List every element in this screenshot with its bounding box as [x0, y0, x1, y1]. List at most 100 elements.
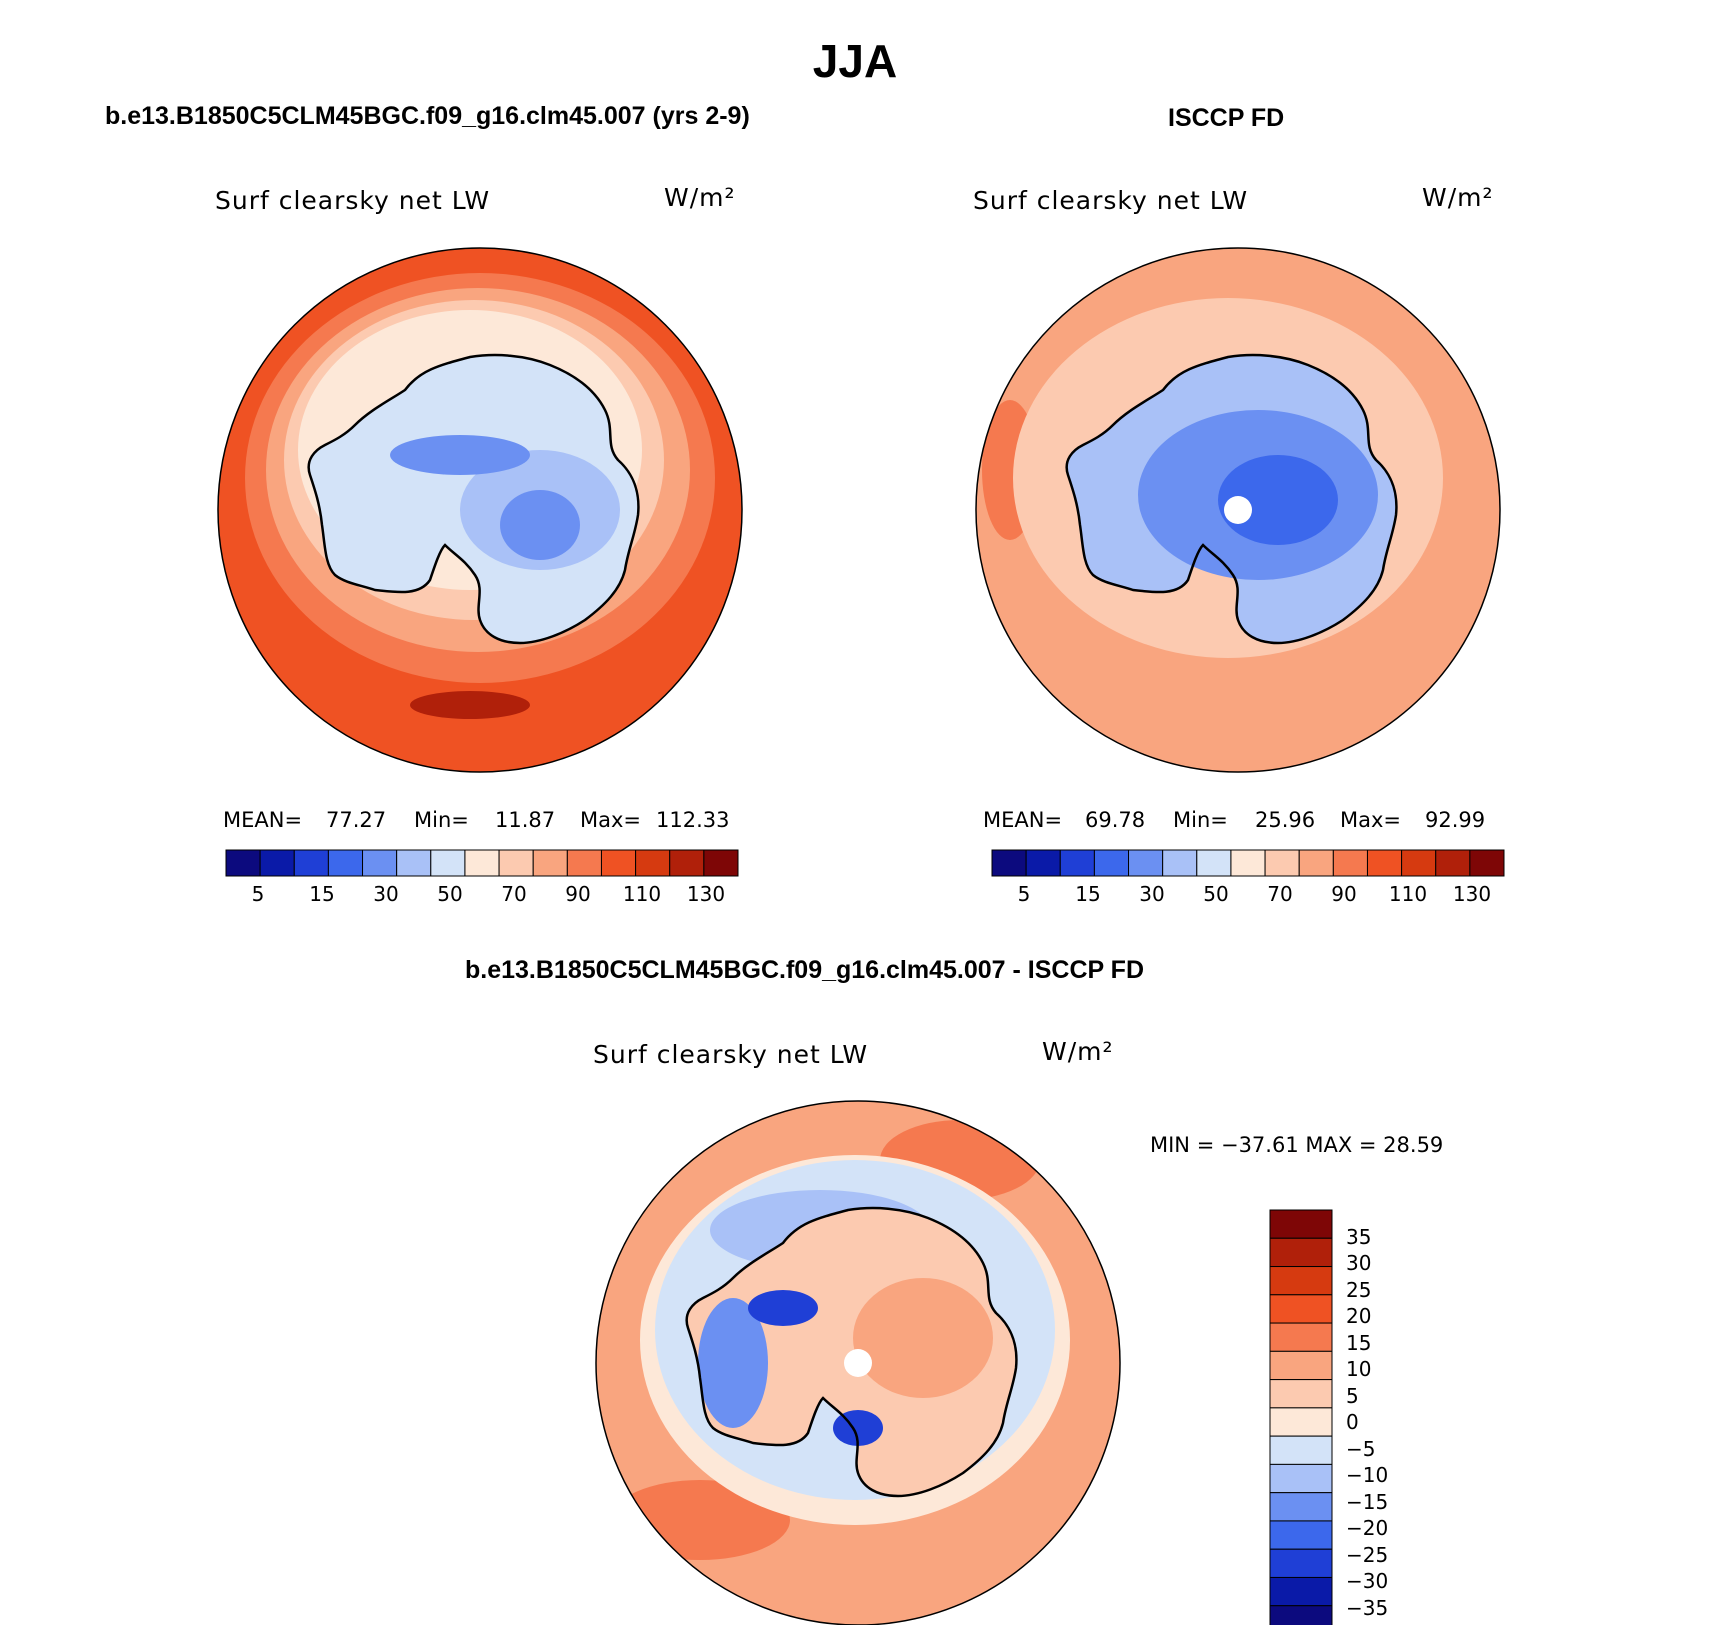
colorbar-tick: 35 [1346, 1225, 1372, 1249]
colorbar-swatch [1469, 849, 1505, 877]
colorbar-swatch [566, 849, 602, 877]
panel-2-colorbar [991, 849, 1505, 877]
colorbar-swatch [1196, 849, 1232, 877]
panel-2-pole-hole [1224, 496, 1252, 524]
colorbar-tick: 15 [1075, 882, 1101, 906]
colorbar-tick: 5 [1346, 1384, 1359, 1408]
panel-3-west-cold [698, 1298, 768, 1428]
colorbar-swatch [1401, 849, 1437, 877]
colorbar-tick: 30 [1139, 882, 1165, 906]
panel-2-title: ISCCP FD [1168, 104, 1285, 132]
panel-3-map-border [595, 1100, 1121, 1625]
colorbar-swatch [991, 849, 1027, 877]
colorbar-swatch [1435, 849, 1471, 877]
colorbar-swatch [1230, 849, 1266, 877]
colorbar-tick: 30 [373, 882, 399, 906]
colorbar-tick: −25 [1346, 1543, 1389, 1567]
colorbar-swatch [1269, 1520, 1333, 1550]
panel-3-land-warm [853, 1278, 993, 1398]
colorbar-tick: 15 [1346, 1331, 1372, 1355]
panel-2-units-label: W/m² [1422, 183, 1494, 212]
colorbar-swatch [600, 849, 637, 877]
colorbar-tick: 110 [1388, 882, 1428, 906]
colorbar-tick: 5 [251, 882, 265, 906]
colorbar-swatch [293, 849, 329, 877]
colorbar-swatch [1332, 849, 1368, 877]
colorbar-tick: 30 [1346, 1251, 1372, 1275]
panel-1-units-label: W/m² [664, 183, 736, 212]
colorbar-swatch [1025, 849, 1061, 877]
colorbar-tick: 130 [686, 882, 726, 906]
panel-1-mean-value: 77.27 [326, 808, 387, 832]
colorbar-tick: 0 [1346, 1410, 1359, 1434]
panel-3-pole-hole [844, 1349, 872, 1377]
figure-title: JJA [812, 35, 898, 87]
panel-3-units-label: W/m² [1042, 1037, 1114, 1066]
colorbar-swatch [1269, 1379, 1333, 1409]
colorbar-swatch [669, 849, 705, 877]
colorbar-tick: 5 [1017, 882, 1031, 906]
colorbar-swatch [1269, 1209, 1333, 1239]
colorbar-swatch [1128, 849, 1164, 877]
panel-1-band-30 [390, 435, 530, 475]
colorbar-tick: −35 [1346, 1596, 1389, 1620]
panel-2-map-border [975, 247, 1501, 773]
colorbar-tick: 70 [501, 882, 527, 906]
panel-1-variable-label: Surf clearsky net LW [215, 186, 491, 215]
colorbar-swatch [1059, 849, 1095, 877]
colorbar-tick: 90 [1331, 882, 1357, 906]
colorbar-swatch [327, 849, 364, 877]
colorbar-swatch [1269, 1407, 1333, 1437]
colorbar-swatch [532, 849, 568, 877]
panel-2-max-label: Max= [1340, 808, 1402, 832]
colorbar-swatch [1269, 1266, 1333, 1296]
panel-3-minmax-label: MIN = −37.61 MAX = 28.59 [1150, 1133, 1444, 1157]
panel-2-mean-label: MEAN= [983, 808, 1063, 832]
colorbar-swatch [703, 849, 739, 877]
colorbar-swatch [1269, 1435, 1333, 1465]
colorbar-swatch [1298, 849, 1334, 877]
panel-1-max-label: Max= [580, 808, 642, 832]
colorbar-swatch [635, 849, 671, 877]
colorbar-swatch [1269, 1605, 1333, 1625]
colorbar-tick: 20 [1346, 1304, 1372, 1328]
colorbar-swatch [1366, 849, 1403, 877]
colorbar-swatch [430, 849, 466, 877]
colorbar-swatch [225, 849, 261, 877]
panel-1-max-value: 112.33 [656, 808, 730, 832]
panel-2-max-value: 92.99 [1425, 808, 1486, 832]
panel-2-band-20 [1218, 455, 1338, 545]
colorbar-tick: 90 [565, 882, 591, 906]
panel-2-map [975, 247, 1501, 773]
colorbar-swatch [464, 849, 500, 877]
colorbar-tick: 70 [1267, 882, 1293, 906]
colorbar-tick: 130 [1452, 882, 1492, 906]
panel-3-title: b.e13.B1850C5CLM45BGC.f09_g16.clm45.007 … [465, 956, 1145, 984]
colorbar-swatch [1269, 1548, 1333, 1578]
colorbar-tick: 10 [1346, 1357, 1372, 1381]
colorbar-tick: 50 [1203, 882, 1229, 906]
panel-3-cold-core [748, 1290, 818, 1326]
panel-3-map [595, 1100, 1121, 1625]
panel-2-variable-label: Surf clearsky net LW [973, 186, 1249, 215]
colorbar-swatch [1264, 849, 1300, 877]
colorbar-tick: −30 [1346, 1569, 1389, 1593]
colorbar-tick: −5 [1346, 1437, 1376, 1461]
colorbar-swatch [1269, 1463, 1333, 1494]
colorbar-swatch [498, 849, 534, 877]
colorbar-tick: 110 [622, 882, 662, 906]
panel-1-map [217, 247, 743, 773]
colorbar-swatch [1269, 1492, 1333, 1522]
panel-2-min-value: 25.96 [1255, 808, 1316, 832]
panel-1-warm-spot [410, 691, 530, 719]
colorbar-swatch [1269, 1576, 1333, 1607]
colorbar-swatch [1269, 1237, 1333, 1268]
panel-1-min-label: Min= [414, 808, 469, 832]
colorbar-swatch [1093, 849, 1130, 877]
colorbar-tick: 50 [437, 882, 463, 906]
panel-1-colorbar [225, 849, 739, 877]
colorbar-swatch [1162, 849, 1198, 877]
panel-2-min-label: Min= [1173, 808, 1228, 832]
colorbar-swatch [1269, 1322, 1333, 1352]
